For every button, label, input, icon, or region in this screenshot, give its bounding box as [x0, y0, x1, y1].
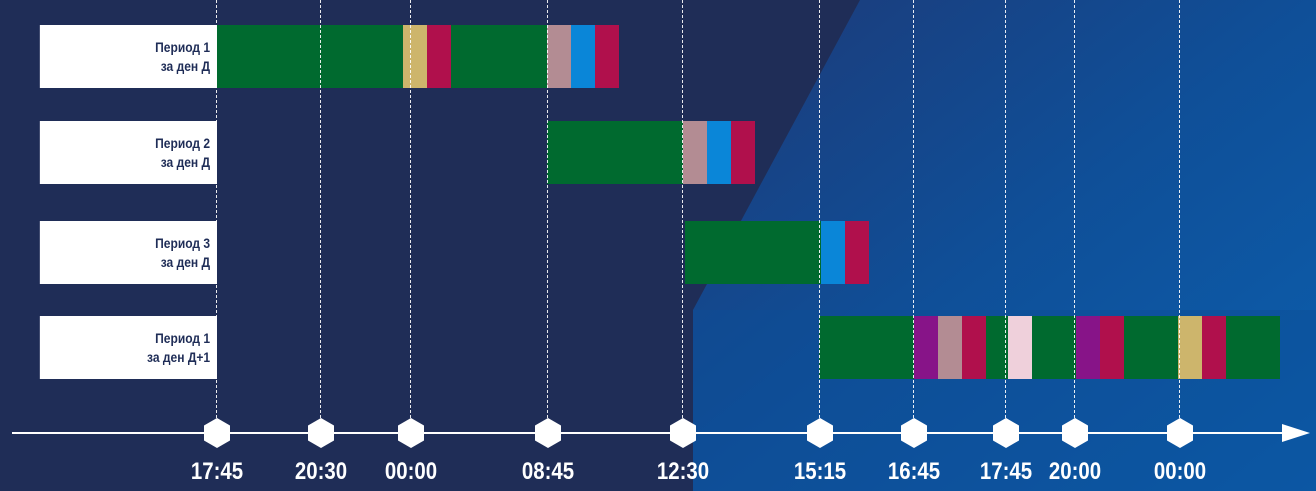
hexagon-marker-icon — [308, 418, 334, 448]
row-label-line1: Период 2 — [155, 134, 211, 151]
tick-label: 12:30 — [656, 458, 710, 485]
segment-green — [819, 316, 914, 379]
gridline — [320, 0, 322, 433]
tick-label: 15:15 — [793, 458, 847, 485]
row-label-line1: Период 1 — [155, 38, 211, 55]
gridline — [1074, 0, 1076, 433]
hexagon-marker-icon — [1062, 418, 1088, 448]
gridline — [547, 0, 549, 433]
segment-blue — [707, 121, 731, 184]
row-label-line1: Период 3 — [155, 234, 211, 251]
segment-green — [1124, 316, 1178, 379]
row-label-line2: за ден Д — [160, 153, 211, 170]
tick-label: 16:45 — [887, 458, 941, 485]
segment-mauve — [547, 25, 571, 88]
row-label-period-1: Период 1 за ден Д — [39, 25, 217, 88]
tick-label: 00:00 — [1153, 458, 1207, 485]
hexagon-marker-icon — [398, 418, 424, 448]
segment-crimson — [427, 25, 451, 88]
tick-label: 20:30 — [294, 458, 348, 485]
tick-label: 17:45 — [979, 458, 1033, 485]
segment-green — [1226, 316, 1280, 379]
row-label-line1: Период 1 — [155, 329, 211, 346]
segment-green — [217, 25, 403, 88]
segment-purple — [914, 316, 938, 379]
time-axis-line — [12, 432, 1292, 434]
row-label-line2: за ден Д — [160, 57, 211, 74]
segment-crimson — [1202, 316, 1226, 379]
gridline — [819, 0, 821, 433]
gridline — [913, 0, 915, 433]
row-label-period-2: Период 2 за ден Д — [39, 121, 217, 184]
gridline — [216, 0, 218, 433]
gridline — [682, 0, 684, 433]
segment-tan — [403, 25, 427, 88]
tick-label: 08:45 — [521, 458, 575, 485]
segment-pink — [1008, 316, 1032, 379]
segment-crimson — [962, 316, 986, 379]
segment-crimson — [595, 25, 619, 88]
segment-crimson — [845, 221, 869, 284]
segment-crimson — [1100, 316, 1124, 379]
gridline — [1005, 0, 1007, 433]
hexagon-marker-icon — [1167, 418, 1193, 448]
segment-green — [547, 121, 683, 184]
segment-crimson — [731, 121, 755, 184]
segment-green — [451, 25, 547, 88]
axis-arrow-icon — [1282, 424, 1310, 442]
segment-green — [1032, 316, 1076, 379]
segment-green — [685, 221, 821, 284]
row-label-line2: за ден Д — [160, 253, 211, 270]
segment-purple — [1076, 316, 1100, 379]
row-label-period-1-next-day: Период 1 за ден Д+1 — [39, 316, 217, 379]
segment-tan — [1178, 316, 1202, 379]
segment-blue — [571, 25, 595, 88]
segment-mauve — [683, 121, 707, 184]
row-label-line2: за ден Д+1 — [146, 348, 211, 365]
row-label-period-3: Период 3 за ден Д — [39, 221, 217, 284]
gridline — [410, 0, 412, 433]
segment-blue — [821, 221, 845, 284]
gridline — [1179, 0, 1181, 433]
segment-mauve — [938, 316, 962, 379]
tick-label: 17:45 — [190, 458, 244, 485]
tick-label: 00:00 — [384, 458, 438, 485]
segment-green — [986, 316, 1008, 379]
tick-label: 20:00 — [1048, 458, 1102, 485]
